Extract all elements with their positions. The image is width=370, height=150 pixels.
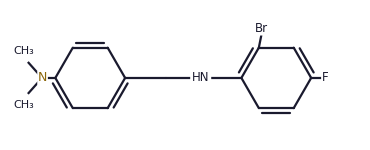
Text: CH₃: CH₃ (14, 100, 34, 110)
Text: N: N (38, 71, 47, 84)
Text: Br: Br (255, 22, 268, 35)
Text: F: F (322, 71, 328, 84)
Text: CH₃: CH₃ (14, 46, 34, 56)
Text: HN: HN (192, 71, 209, 84)
